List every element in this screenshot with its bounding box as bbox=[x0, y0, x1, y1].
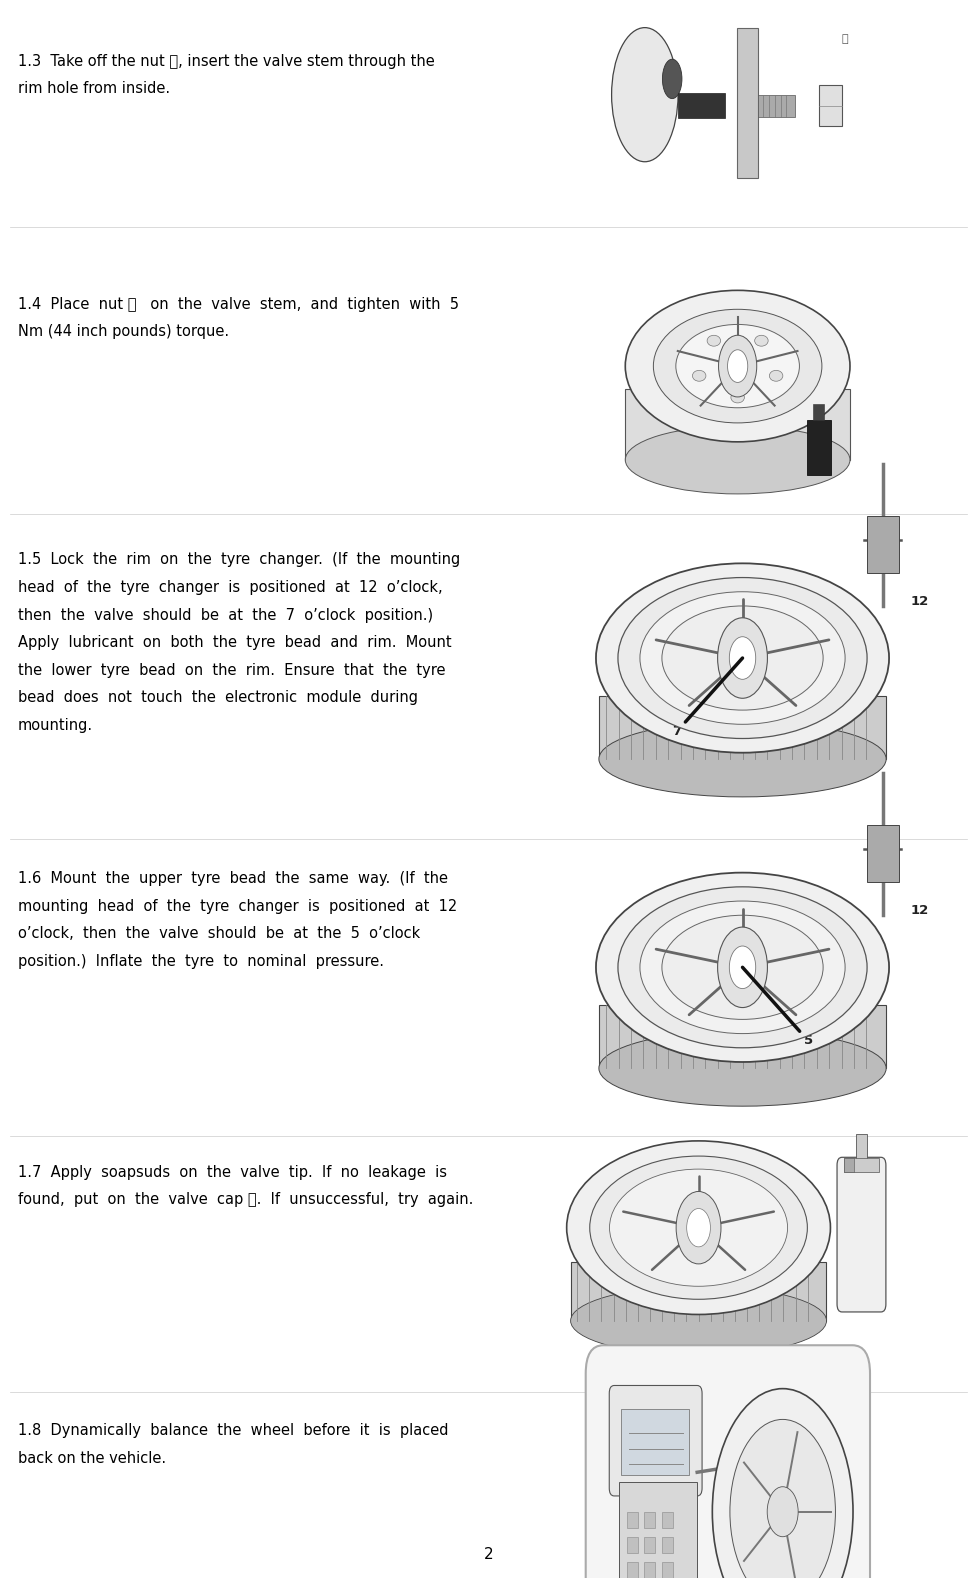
Circle shape bbox=[687, 1209, 710, 1247]
Ellipse shape bbox=[731, 391, 744, 402]
FancyBboxPatch shape bbox=[837, 1157, 886, 1311]
Circle shape bbox=[729, 638, 756, 680]
Ellipse shape bbox=[730, 1420, 835, 1578]
Bar bbox=[819, 85, 842, 126]
Ellipse shape bbox=[640, 592, 845, 724]
Bar bbox=[645, 1562, 656, 1578]
Text: ⓤ: ⓤ bbox=[842, 35, 848, 44]
Text: the  lower  tyre  bead  on  the  rim.  Ensure  that  the  tyre: the lower tyre bead on the rim. Ensure t… bbox=[18, 663, 446, 679]
Bar bbox=[627, 1512, 638, 1528]
Ellipse shape bbox=[599, 1030, 886, 1106]
Ellipse shape bbox=[610, 1169, 787, 1286]
Ellipse shape bbox=[662, 58, 682, 98]
Ellipse shape bbox=[662, 606, 823, 710]
Ellipse shape bbox=[640, 901, 845, 1034]
Text: found,  put  on  the  valve  cap ⓥ.  If  unsuccessful,  try  again.: found, put on the valve cap ⓥ. If unsucc… bbox=[18, 1193, 473, 1207]
Ellipse shape bbox=[676, 325, 799, 407]
Ellipse shape bbox=[754, 335, 768, 346]
Bar bbox=[619, 1482, 698, 1578]
Bar bbox=[621, 1409, 690, 1475]
Ellipse shape bbox=[567, 1141, 830, 1314]
FancyBboxPatch shape bbox=[610, 1385, 702, 1496]
Bar bbox=[813, 404, 825, 420]
Polygon shape bbox=[571, 1262, 827, 1321]
Bar bbox=[758, 95, 795, 117]
Text: 1.7  Apply  soapsuds  on  the  valve  tip.  If  no  leakage  is: 1.7 Apply soapsuds on the valve tip. If … bbox=[18, 1165, 446, 1180]
Text: 12: 12 bbox=[911, 595, 929, 608]
Bar bbox=[662, 1512, 673, 1528]
Bar bbox=[627, 1562, 638, 1578]
Ellipse shape bbox=[617, 887, 868, 1048]
Ellipse shape bbox=[612, 27, 678, 163]
Bar bbox=[645, 1537, 656, 1553]
Ellipse shape bbox=[590, 1157, 807, 1299]
Ellipse shape bbox=[625, 426, 850, 494]
Text: position.)  Inflate  the  tyre  to  nominal  pressure.: position.) Inflate the tyre to nominal p… bbox=[18, 953, 384, 969]
Text: bead  does  not  touch  the  electronic  module  during: bead does not touch the electronic modul… bbox=[18, 690, 417, 705]
Text: 7: 7 bbox=[672, 724, 681, 739]
Ellipse shape bbox=[617, 578, 868, 739]
Ellipse shape bbox=[599, 721, 886, 797]
Text: then  the  valve  should  be  at  the  7  o’clock  position.): then the valve should be at the 7 o’cloc… bbox=[18, 608, 433, 623]
Bar bbox=[856, 1133, 868, 1165]
Ellipse shape bbox=[662, 915, 823, 1019]
Bar bbox=[627, 1537, 638, 1553]
Text: 1.8  Dynamically  balance  the  wheel  before  it  is  placed: 1.8 Dynamically balance the wheel before… bbox=[18, 1423, 448, 1439]
Text: 5: 5 bbox=[804, 1034, 813, 1048]
Text: 1.4  Place  nut ⓤ   on  the  valve  stem,  and  tighten  with  5: 1.4 Place nut ⓤ on the valve stem, and t… bbox=[18, 297, 458, 312]
FancyBboxPatch shape bbox=[585, 1344, 870, 1578]
Text: 1.3  Take off the nut ⓤ, insert the valve stem through the: 1.3 Take off the nut ⓤ, insert the valve… bbox=[18, 54, 435, 69]
Text: o’clock,  then  the  valve  should  be  at  the  5  o’clock: o’clock, then the valve should be at the… bbox=[18, 926, 420, 942]
Bar bbox=[662, 1562, 673, 1578]
Bar bbox=[807, 420, 831, 475]
Text: Nm (44 inch pounds) torque.: Nm (44 inch pounds) torque. bbox=[18, 323, 229, 339]
Circle shape bbox=[728, 350, 747, 382]
Text: back on the vehicle.: back on the vehicle. bbox=[18, 1452, 166, 1466]
Text: 1.5  Lock  the  rim  on  the  tyre  changer.  (If  the  mounting: 1.5 Lock the rim on the tyre changer. (I… bbox=[18, 552, 460, 568]
Text: head  of  the  tyre  changer  is  positioned  at  12  o’clock,: head of the tyre changer is positioned a… bbox=[18, 579, 443, 595]
Circle shape bbox=[718, 335, 757, 398]
Text: 1.6  Mount  the  upper  tyre  bead  the  same  way.  (If  the: 1.6 Mount the upper tyre bead the same w… bbox=[18, 871, 447, 887]
Polygon shape bbox=[599, 1005, 886, 1068]
Ellipse shape bbox=[712, 1389, 853, 1578]
Ellipse shape bbox=[596, 563, 889, 753]
Ellipse shape bbox=[707, 335, 721, 346]
Ellipse shape bbox=[693, 371, 706, 382]
Text: Apply  lubricant  on  both  the  tyre  bead  and  rim.  Mount: Apply lubricant on both the tyre bead an… bbox=[18, 634, 451, 650]
Circle shape bbox=[729, 945, 756, 988]
Bar bbox=[868, 516, 900, 573]
Text: mounting.: mounting. bbox=[18, 718, 93, 734]
Bar bbox=[645, 1512, 656, 1528]
Polygon shape bbox=[599, 696, 886, 759]
Text: rim hole from inside.: rim hole from inside. bbox=[18, 82, 170, 96]
Bar bbox=[662, 1537, 673, 1553]
Ellipse shape bbox=[625, 290, 850, 442]
Circle shape bbox=[717, 926, 768, 1008]
Bar bbox=[844, 1158, 879, 1172]
Bar bbox=[868, 825, 900, 882]
Ellipse shape bbox=[769, 371, 783, 382]
Ellipse shape bbox=[654, 309, 822, 423]
Bar bbox=[844, 1158, 854, 1172]
Bar bbox=[737, 27, 758, 177]
Text: 2: 2 bbox=[484, 1546, 493, 1562]
Text: 12: 12 bbox=[911, 904, 929, 917]
Ellipse shape bbox=[596, 873, 889, 1062]
Text: mounting  head  of  the  tyre  changer  is  positioned  at  12: mounting head of the tyre changer is pos… bbox=[18, 899, 457, 914]
Bar bbox=[678, 93, 725, 118]
Polygon shape bbox=[625, 388, 850, 459]
Ellipse shape bbox=[571, 1286, 827, 1356]
Circle shape bbox=[717, 619, 768, 699]
Circle shape bbox=[676, 1191, 721, 1264]
Circle shape bbox=[767, 1486, 798, 1537]
